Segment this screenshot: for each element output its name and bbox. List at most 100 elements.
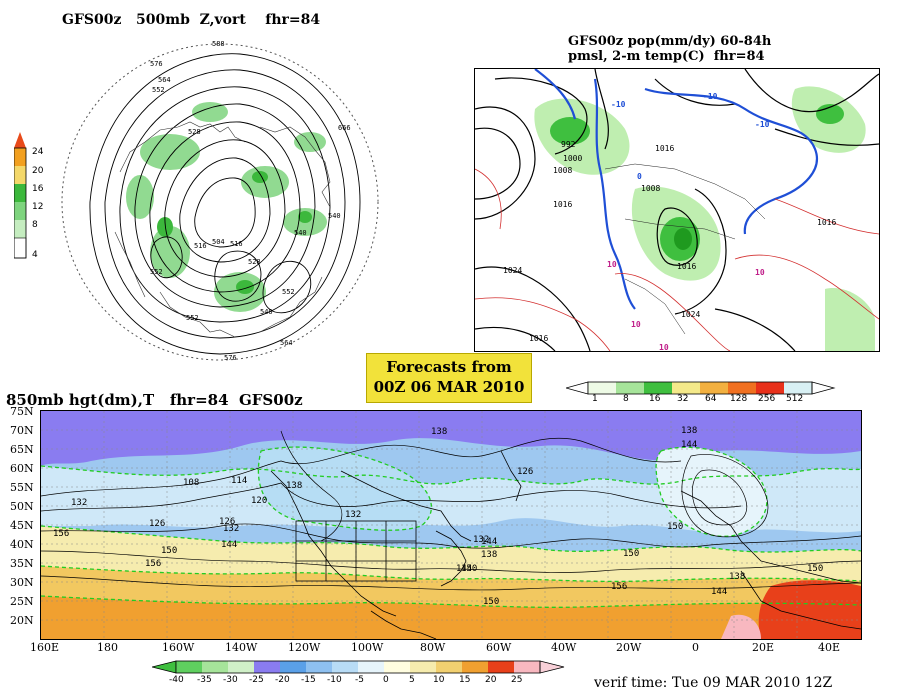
polar-cb-tick: 12 [32, 202, 44, 212]
height-label: 144 [481, 537, 497, 547]
lon-label: 20W [616, 641, 642, 654]
temp-cb-tick: 5 [409, 675, 415, 685]
polar-contour-label: 528 [248, 258, 261, 266]
lon-label: 100W [351, 641, 384, 654]
temp-cb-tick: -25 [249, 675, 264, 685]
temp-cb-tick: 0 [383, 675, 389, 685]
height-label: 150 [667, 522, 683, 532]
polar-contour-label: 576 [224, 354, 237, 362]
lon-label: 0 [692, 641, 699, 654]
colorbar-arrow-top [14, 132, 26, 148]
height-label: 156 [145, 559, 161, 569]
lat-label: 25N [10, 595, 34, 608]
height-label: 114 [231, 476, 247, 486]
isobar-label: 1016 [553, 200, 572, 209]
lat-label: 65N [10, 443, 34, 456]
lon-label: 80W [420, 641, 446, 654]
temp-label-warm: 10 [755, 268, 765, 277]
isobar-label: 1000 [563, 154, 582, 163]
height-label: 138 [431, 427, 447, 437]
temp-cb-tick: 10 [433, 675, 445, 685]
height-label: 144 [711, 587, 727, 597]
precip-cb-tick: 16 [649, 394, 661, 404]
temp-label-cold: -10 [611, 100, 626, 109]
lon-label: 20E [752, 641, 775, 654]
lat-label: 70N [10, 424, 34, 437]
lat-label: 40N [10, 538, 34, 551]
polar-stereographic-map: 588 576 564 552 528 516 504 516 528 540 … [60, 32, 380, 372]
polar-panel-title: GFS00z 500mb Z,vort fhr=84 [62, 12, 321, 28]
polar-contour-label: 576 [150, 60, 163, 68]
temp-cb-tick: -40 [169, 675, 184, 685]
precip-cb-tick: 8 [623, 394, 629, 404]
polar-contour-label: 540 [328, 212, 341, 220]
isobar-label: 1016 [817, 218, 836, 227]
lat-label: 30N [10, 576, 34, 589]
temp-label-warm: 10 [607, 260, 617, 269]
polar-cb-tick: 16 [32, 184, 44, 194]
temp-cb-tick: 20 [485, 675, 497, 685]
polar-contour-label: 552 [186, 314, 199, 322]
temp-cb-tick: -30 [223, 675, 238, 685]
height-label: 150 [483, 597, 499, 607]
precip-pmsl-map: 1024 1016 1008 1000 992 1008 1016 1016 1… [474, 68, 880, 352]
height-label: 132 [345, 510, 361, 520]
temp-cb-tick: -10 [327, 675, 342, 685]
polar-contour-label: 504 [212, 238, 225, 246]
height-label: 126 [517, 467, 533, 477]
polar-contour-label: 552 [150, 268, 163, 276]
polar-colorbar [14, 128, 54, 268]
height-label: 156 [53, 529, 69, 539]
lat-label: 75N [10, 405, 34, 418]
temp-label-warm: 10 [631, 320, 641, 329]
forecast-init-badge: Forecasts from 00Z 06 MAR 2010 [366, 353, 532, 403]
t850-panel-title: 850mb hgt(dm),T fhr=84 GFS00z [6, 391, 303, 409]
lat-label: 45N [10, 519, 34, 532]
height-label: 150 [461, 564, 477, 574]
polar-contour-label: 540 [260, 308, 273, 316]
lon-label: 60W [486, 641, 512, 654]
height-label: 138 [681, 426, 697, 436]
lon-label: 140W [225, 641, 258, 654]
lon-label: 160W [162, 641, 195, 654]
badge-line-2: 00Z 06 MAR 2010 [373, 378, 525, 396]
polar-contour-label: 540 [294, 229, 307, 237]
height-label: 132 [473, 535, 489, 545]
height-label: 126 [219, 517, 235, 527]
temp-cb-tick: -35 [197, 675, 212, 685]
lat-label: 55N [10, 481, 34, 494]
isobar-label: 1008 [553, 166, 572, 175]
lat-label: 50N [10, 500, 34, 513]
temp-label-cold: -10 [755, 120, 770, 129]
precip-cb-tick: 256 [758, 394, 776, 404]
polar-contour-label: 516 [194, 242, 207, 250]
lat-label: 35N [10, 557, 34, 570]
height-label: 138 [286, 481, 302, 491]
lon-label: 120W [288, 641, 321, 654]
temp-cb-tick: -5 [355, 675, 364, 685]
lon-label: 180 [97, 641, 118, 654]
precip-cb-tick: 1 [592, 394, 598, 404]
polar-contour-label: 552 [152, 86, 165, 94]
precip-cb-tick: 64 [705, 394, 717, 404]
isobar-label: 1016 [677, 262, 696, 271]
temp-cb-tick: -20 [275, 675, 290, 685]
polar-cb-tick: 4 [32, 250, 38, 260]
height-label: 138 [481, 550, 497, 560]
precip-cb-tick: 512 [786, 394, 804, 404]
height-label: 150 [623, 549, 639, 559]
verification-time: verif time: Tue 09 MAR 2010 12Z [594, 675, 833, 691]
isobar-label: 1016 [655, 144, 674, 153]
polar-contour-label: 564 [280, 339, 293, 347]
lat-label: 60N [10, 462, 34, 475]
isobar-label: 992 [561, 140, 576, 149]
isobar-label: 1008 [641, 184, 660, 193]
polar-contour-label: 516 [230, 240, 243, 248]
height-label: 108 [183, 478, 199, 488]
lon-label: 40W [551, 641, 577, 654]
height-label: 126 [149, 519, 165, 529]
t850-map: 132 108 114 120 126 126 132 144 150 156 … [40, 410, 862, 640]
polar-contour-label: 564 [158, 76, 171, 84]
temp-label-cold: -10 [703, 92, 718, 101]
precip-cb-tick: 32 [677, 394, 689, 404]
